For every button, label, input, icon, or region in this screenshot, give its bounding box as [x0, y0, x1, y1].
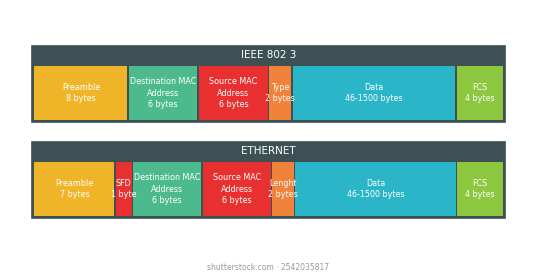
- Bar: [272, 162, 294, 216]
- Bar: [34, 162, 114, 216]
- Text: FCS
4 bytes: FCS 4 bytes: [465, 179, 495, 199]
- Text: FCS
4 bytes: FCS 4 bytes: [465, 83, 495, 103]
- Bar: [116, 162, 132, 216]
- Text: Lenght
2 bytes: Lenght 2 bytes: [268, 179, 298, 199]
- Text: Data
46-1500 bytes: Data 46-1500 bytes: [347, 179, 404, 199]
- Bar: [32, 46, 505, 122]
- Bar: [34, 66, 127, 120]
- Text: Destination MAC
Address
6 bytes: Destination MAC Address 6 bytes: [130, 77, 196, 109]
- Bar: [293, 66, 455, 120]
- Bar: [128, 66, 198, 120]
- Bar: [269, 66, 291, 120]
- Text: Destination MAC
Address
6 bytes: Destination MAC Address 6 bytes: [134, 173, 200, 205]
- Bar: [199, 66, 268, 120]
- Text: Preamble
8 bytes: Preamble 8 bytes: [62, 83, 100, 103]
- Text: Type
2 bytes: Type 2 bytes: [265, 83, 295, 103]
- Text: ETHERNET: ETHERNET: [241, 146, 296, 156]
- Bar: [202, 162, 271, 216]
- Bar: [133, 162, 201, 216]
- Bar: [458, 162, 503, 216]
- Bar: [32, 142, 505, 218]
- Bar: [457, 66, 503, 120]
- Text: Preamble
7 bytes: Preamble 7 bytes: [55, 179, 93, 199]
- Text: SFD
1 byte: SFD 1 byte: [111, 179, 136, 199]
- Text: IEEE 802 3: IEEE 802 3: [241, 50, 296, 60]
- Text: Source MAC
Address
6 bytes: Source MAC Address 6 bytes: [213, 173, 261, 205]
- Text: shutterstock.com · 2542035817: shutterstock.com · 2542035817: [207, 263, 330, 272]
- Text: Data
46-1500 bytes: Data 46-1500 bytes: [345, 83, 403, 103]
- Text: Source MAC
Address
6 bytes: Source MAC Address 6 bytes: [209, 77, 257, 109]
- Bar: [295, 162, 456, 216]
